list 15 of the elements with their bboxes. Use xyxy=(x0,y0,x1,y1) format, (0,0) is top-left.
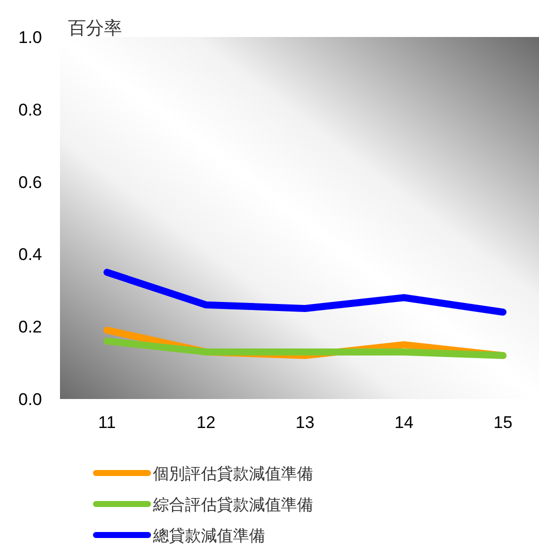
y-tick-label: 1.0 xyxy=(18,28,42,47)
y-tick-label: 0.0 xyxy=(18,390,42,409)
x-tick-label: 14 xyxy=(394,413,414,432)
y-tick-label: 0.6 xyxy=(18,172,42,192)
y-axis-title: 百分率 xyxy=(68,18,122,38)
legend-label: 綜合評估貸款減值準備 xyxy=(152,496,313,514)
legend-label: 個別評估貸款減值準備 xyxy=(153,465,313,483)
x-tick-label: 15 xyxy=(494,413,512,432)
y-tick-label: 0.4 xyxy=(18,245,42,264)
y-tick-label: 0.8 xyxy=(18,100,42,120)
x-tick-label: 12 xyxy=(196,413,216,432)
legend-label: 總貸款減值準備 xyxy=(152,527,265,545)
x-tick-label: 11 xyxy=(98,413,116,432)
x-tick-label: 13 xyxy=(296,413,314,432)
y-tick-label: 0.2 xyxy=(18,318,42,337)
